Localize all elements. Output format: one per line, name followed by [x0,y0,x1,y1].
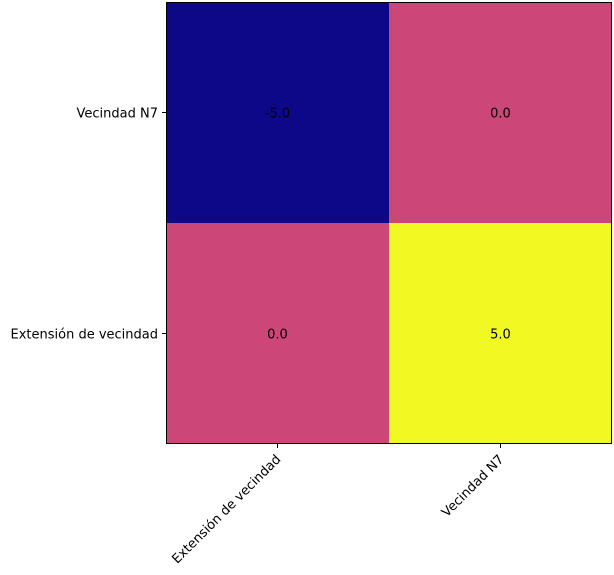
heatmap-cell [389,2,612,223]
heatmap-cell [166,223,389,444]
heatmap-cells [166,2,612,444]
y-tick-label: Vecindad N7 [77,107,158,122]
plot-frame [166,2,612,444]
cell-value-label: 0.0 [490,107,511,122]
cell-value-label: -5.0 [265,107,290,122]
x-tick-label: Vecindad N7 [439,452,507,520]
cell-value-label: 0.0 [267,328,288,343]
y-axis: Vecindad N7 Extensión de vecindad [11,107,166,343]
y-tick-label: Extensión de vecindad [11,328,159,343]
cell-value-labels: -5.0 0.0 0.0 5.0 [265,107,511,343]
heatmap-cell [389,223,612,444]
cell-value-label: 5.0 [490,328,511,343]
x-tick-label: Extensión de vecindad [169,452,284,567]
x-axis: Extensión de vecindad Vecindad N7 [169,444,507,567]
heatmap-cell [166,2,389,223]
